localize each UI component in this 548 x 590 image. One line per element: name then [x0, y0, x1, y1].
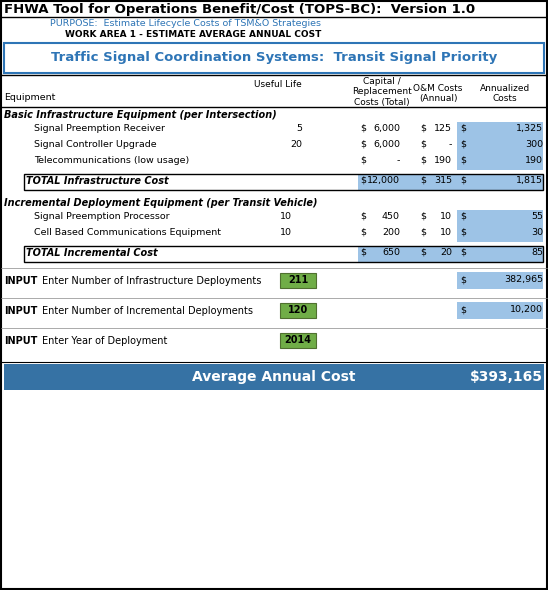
Bar	[457, 154, 543, 170]
Bar	[280, 303, 316, 318]
Text: $: $	[420, 124, 426, 133]
Text: Equipment: Equipment	[4, 93, 55, 102]
Text: 6,000: 6,000	[373, 124, 400, 133]
Text: 450: 450	[382, 212, 400, 221]
Text: 1,815: 1,815	[516, 176, 543, 185]
Text: 650: 650	[382, 248, 400, 257]
Text: Cell Based Communications Equipment: Cell Based Communications Equipment	[34, 228, 221, 237]
Bar	[457, 122, 543, 138]
Bar	[457, 246, 543, 262]
Text: $393,165: $393,165	[470, 370, 543, 384]
Text: $: $	[460, 156, 466, 165]
Text: 85: 85	[531, 248, 543, 257]
Bar	[457, 174, 543, 190]
Text: 55: 55	[531, 212, 543, 221]
Text: Average Annual Cost: Average Annual Cost	[192, 370, 356, 384]
Text: $: $	[460, 248, 466, 257]
Bar	[457, 226, 543, 242]
Text: 190: 190	[434, 156, 452, 165]
Bar	[280, 273, 316, 288]
Text: 30: 30	[531, 228, 543, 237]
Text: $: $	[420, 156, 426, 165]
Text: 300: 300	[525, 140, 543, 149]
Text: $: $	[460, 124, 466, 133]
Text: FHWA Tool for Operations Benefit/Cost (TOPS-BC):  Version 1.0: FHWA Tool for Operations Benefit/Cost (T…	[4, 3, 475, 16]
Text: INPUT: INPUT	[4, 306, 37, 316]
Bar	[457, 302, 543, 319]
Text: 6,000: 6,000	[373, 140, 400, 149]
Text: 382,965: 382,965	[504, 275, 543, 284]
Text: 20: 20	[290, 140, 302, 149]
Text: 315: 315	[434, 176, 452, 185]
Text: TOTAL Incremental Cost: TOTAL Incremental Cost	[26, 248, 158, 258]
Text: 2014: 2014	[284, 335, 311, 345]
Text: $: $	[460, 228, 466, 237]
Text: Enter Year of Deployment: Enter Year of Deployment	[42, 336, 167, 346]
Text: 190: 190	[525, 156, 543, 165]
Text: Enter Number of Incremental Deployments: Enter Number of Incremental Deployments	[42, 306, 253, 316]
Text: WORK AREA 1 - ESTIMATE AVERAGE ANNUAL COST: WORK AREA 1 - ESTIMATE AVERAGE ANNUAL CO…	[65, 30, 321, 39]
Text: O&M Costs
(Annual): O&M Costs (Annual)	[413, 84, 463, 103]
Text: $: $	[420, 248, 426, 257]
Bar	[457, 138, 543, 154]
Bar	[4, 364, 544, 390]
Text: 10: 10	[280, 228, 292, 237]
Bar	[457, 272, 543, 289]
Text: $: $	[360, 212, 366, 221]
Text: $: $	[420, 228, 426, 237]
Bar	[280, 333, 316, 348]
Text: $: $	[460, 305, 466, 314]
Text: $: $	[360, 176, 366, 185]
Text: TOTAL Infrastructure Cost: TOTAL Infrastructure Cost	[26, 176, 169, 186]
Text: $: $	[460, 176, 466, 185]
Text: -: -	[397, 156, 400, 165]
Bar	[24, 174, 543, 190]
Text: 1,325: 1,325	[516, 124, 543, 133]
Text: 120: 120	[288, 305, 308, 315]
Text: 5: 5	[296, 124, 302, 133]
Text: Signal Preemption Processor: Signal Preemption Processor	[34, 212, 170, 221]
Text: 10: 10	[440, 228, 452, 237]
Text: $: $	[360, 140, 366, 149]
Text: Traffic Signal Coordination Systems:  Transit Signal Priority: Traffic Signal Coordination Systems: Tra…	[51, 51, 497, 64]
Text: Signal Controller Upgrade: Signal Controller Upgrade	[34, 140, 157, 149]
Text: $: $	[360, 248, 366, 257]
Text: 20: 20	[440, 248, 452, 257]
Text: Basic Infrastructure Equipment (per Intersection): Basic Infrastructure Equipment (per Inte…	[4, 110, 277, 120]
Text: 10: 10	[440, 212, 452, 221]
Text: 10: 10	[280, 212, 292, 221]
Text: Signal Preemption Receiver: Signal Preemption Receiver	[34, 124, 165, 133]
Text: 12,000: 12,000	[367, 176, 400, 185]
Bar	[24, 246, 543, 262]
Text: 10,200: 10,200	[510, 305, 543, 314]
Text: Enter Number of Infrastructure Deployments: Enter Number of Infrastructure Deploymen…	[42, 276, 261, 286]
Text: PURPOSE:  Estimate Lifecycle Costs of TSM&O Strategies: PURPOSE: Estimate Lifecycle Costs of TSM…	[50, 19, 321, 28]
Text: 211: 211	[288, 275, 308, 285]
Text: Useful Life: Useful Life	[254, 80, 302, 89]
Text: 125: 125	[434, 124, 452, 133]
Text: Telecommunications (low usage): Telecommunications (low usage)	[34, 156, 189, 165]
Text: Incremental Deployment Equipment (per Transit Vehicle): Incremental Deployment Equipment (per Tr…	[4, 198, 317, 208]
Text: $: $	[360, 156, 366, 165]
Text: $: $	[460, 275, 466, 284]
Text: $: $	[360, 124, 366, 133]
Text: $: $	[420, 140, 426, 149]
Text: $: $	[420, 176, 426, 185]
Bar	[358, 174, 457, 190]
Text: Annualized
Costs: Annualized Costs	[480, 84, 530, 103]
Text: $: $	[460, 140, 466, 149]
Text: $: $	[460, 212, 466, 221]
Text: Capital /
Replacement
Costs (Total): Capital / Replacement Costs (Total)	[352, 77, 412, 107]
Bar	[4, 43, 544, 73]
Bar	[358, 246, 457, 262]
Text: -: -	[449, 140, 452, 149]
Text: 200: 200	[382, 228, 400, 237]
Text: INPUT: INPUT	[4, 276, 37, 286]
Text: $: $	[420, 212, 426, 221]
Bar	[457, 210, 543, 226]
Text: INPUT: INPUT	[4, 336, 37, 346]
Text: $: $	[360, 228, 366, 237]
